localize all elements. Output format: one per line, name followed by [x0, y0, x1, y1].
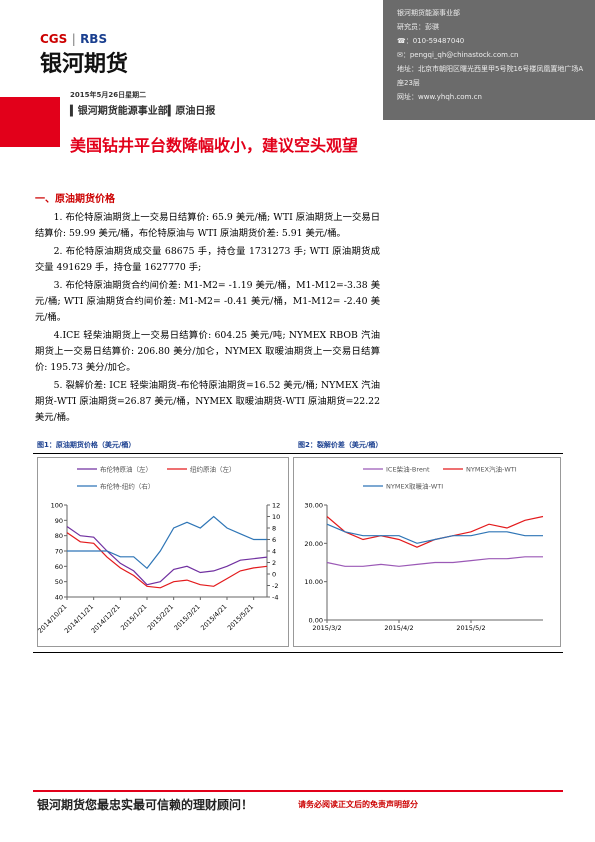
header-info: 银河期货能源事业部 研究员：彭骐 ☎：010-59487040 ✉：pengqi_qh… — [383, 0, 595, 120]
date: 2015年5月26日星期二 — [70, 91, 147, 99]
x-tick-label: 2015/1/21 — [119, 603, 148, 632]
paragraph: 2. 布伦特原油期货成交量 68675 手，持仓量 1731273 手; WTI… — [35, 246, 380, 273]
caption: 图1：原油期货价格（美元/桶） — [37, 441, 136, 449]
header-line: ✉：pengqi_qh@chinastock.com.cn — [397, 51, 519, 59]
legend-label: NYMEX取暖油-WTI — [386, 482, 443, 491]
series-line — [67, 515, 267, 570]
y2-tick-label: 10 — [272, 513, 280, 521]
figure-frame — [33, 453, 563, 653]
x-tick-label: 2015/5/21 — [226, 603, 255, 632]
series-line — [326, 523, 543, 544]
x-tick-label: 2015/4/2 — [384, 624, 413, 632]
disclaimer: 请务必阅读正文后的免责声明部分 — [298, 800, 418, 809]
y-tick-label: 10.00 — [304, 578, 323, 586]
chart: 0.00 10.00 20.00 30.00 2015/3/2 2015/4/2 2015/… — [293, 457, 561, 647]
y2-tick-label: 2 — [272, 559, 276, 567]
x-tick-label: 2015/3/21 — [173, 603, 202, 632]
legend-label: NYMEX汽油-WTI — [466, 465, 517, 474]
x-tick-label: 2015/2/21 — [146, 603, 175, 632]
paragraph: 5. 裂解价差: ICE 轻柴油期货-布伦特原油期货=16.52 美元/桶; N… — [35, 380, 380, 423]
y2-tick-label: -4 — [272, 594, 278, 602]
paragraph: 3. 布伦特原油期货合约间价差: M1-M2= -1.19 美元/桶，M1-M1… — [35, 280, 380, 323]
y2-tick-label: 4 — [272, 548, 276, 556]
slogan: 银河期货您最忠实最可信赖的理财顾问！ — [37, 798, 254, 812]
logo: CGS | RBS 银河期货 — [40, 32, 129, 77]
header-line: ☎：010-59487040 — [397, 37, 465, 45]
series-line — [66, 532, 268, 589]
legend-label: 布伦特原油（左） — [100, 465, 152, 474]
caption: 图2：裂解价差（美元/桶） — [298, 441, 383, 449]
series-line — [66, 526, 268, 586]
y-tick-label: 20.00 — [304, 540, 323, 548]
y2-tick-label: 8 — [272, 525, 276, 533]
y-tick-label: 50 — [55, 578, 63, 586]
y-tick-label: 70 — [55, 548, 63, 556]
y-tick-label: 80 — [55, 532, 63, 540]
header-line: 网址：www.yhqh.com.cn — [397, 93, 482, 101]
header-line: 研究员：彭骐 — [397, 23, 439, 31]
y2-tick-label: -2 — [272, 582, 278, 590]
series-line — [326, 515, 544, 548]
paragraph: 4.ICE 轻柴油期货上一交易日结算价: 604.25 美元/吨; NYMEX … — [35, 330, 380, 373]
x-tick-label: 2015/5/2 — [456, 624, 485, 632]
y-tick-label: 60 — [55, 563, 63, 571]
report-line: ▍银河期货能源事业部▍原油日报 — [70, 106, 216, 117]
header-line: 银河期货能源事业部 — [397, 9, 460, 17]
y-tick-label: 0.00 — [309, 617, 323, 625]
brand: RBS — [80, 32, 108, 46]
x-tick-label: 2015/4/21 — [199, 603, 228, 632]
report: 原油日报 — [175, 106, 216, 117]
logo-name: 银河期货 — [40, 52, 129, 77]
section: 一、原油期货价格 — [35, 194, 115, 205]
y2-tick-label: 12 — [272, 502, 280, 510]
body: 1. 布伦特原油期货上一交易日结算价: 65.9 美元/桶; WTI 原油期货上… — [35, 210, 380, 428]
red-bar — [0, 97, 60, 147]
x-tick-label: 2015/3/2 — [312, 624, 341, 632]
x-tick-label: 2014/12/21 — [90, 603, 122, 635]
dept: 银河期货能源事业部 — [77, 106, 168, 117]
y-tick-label: 40 — [55, 594, 63, 602]
y2-tick-label: 6 — [272, 536, 276, 544]
y-tick-label: 30.00 — [304, 502, 323, 510]
legend-label: ICE柴油-Brent — [386, 465, 430, 474]
legend-label: 纽约原油（左） — [190, 465, 236, 474]
series-line — [326, 556, 543, 567]
brand: CGS — [40, 32, 68, 46]
y-tick-label: 100 — [51, 502, 63, 510]
paragraph: 1. 布伦特原油期货上一交易日结算价: 65.9 美元/桶; WTI 原油期货上… — [35, 212, 380, 239]
y-tick-label: 90 — [55, 517, 63, 525]
y2-tick-label: 0 — [272, 571, 276, 579]
chart: 405060708090100-4-20246810122014/10/2120… — [37, 457, 289, 647]
header-line: 地址：北京市朝阳区曙光西里甲5号院16号楼凤凰置地广场A座23层 — [397, 65, 584, 87]
title: 美国钻井平台数降幅收小，建议空头观望 — [70, 136, 359, 155]
legend-label: 布伦特-纽约（右） — [100, 482, 154, 491]
footer-rule — [33, 790, 563, 792]
